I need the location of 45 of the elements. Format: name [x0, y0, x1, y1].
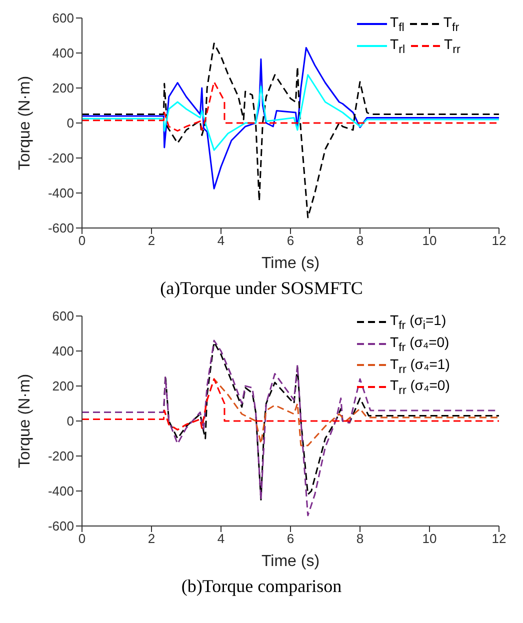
line-series	[82, 378, 499, 430]
x-axis-title: Time (s)	[261, 553, 320, 570]
x-tick-label: 6	[286, 531, 294, 546]
y-tick-label: -200	[48, 448, 74, 464]
y-tick-label: 400	[52, 46, 74, 61]
legend-label: T$_{fr}$	[443, 14, 460, 34]
y-tick-label: 600	[52, 10, 74, 26]
legend-label: T$_{rr}$	[444, 36, 460, 56]
x-axis-title: Time (s)	[261, 255, 320, 272]
x-tick-label: 12	[492, 531, 506, 546]
y-tick-label: 200	[52, 378, 74, 394]
x-tick-label: 0	[78, 233, 86, 248]
x-tick-label: 8	[356, 233, 364, 248]
y-tick-label: 200	[52, 80, 74, 96]
text: (b)Torque comparison	[180, 575, 343, 598]
y-tick-label: 0	[66, 116, 74, 131]
y-tick-label: -400	[48, 484, 74, 499]
x-tick-label: 2	[148, 531, 156, 546]
legend-label: T$_{fl}$	[390, 14, 404, 34]
y-tick-label: 600	[52, 308, 74, 324]
x-tick-label: 8	[356, 531, 364, 546]
legend-label: T$_{fr}$ (σ$_{i}$=1)	[390, 312, 446, 332]
text: (a)Torque under SOSMFTC	[159, 277, 364, 300]
x-tick-label: 0	[78, 531, 86, 546]
x-tick-label: 4	[217, 531, 225, 546]
legend-label: T$_{rr}$ (σ₄=1)	[390, 356, 450, 376]
y-tick-label: -600	[48, 220, 74, 236]
y-tick-label: -200	[48, 150, 74, 166]
y-tick-label: -400	[48, 186, 74, 201]
x-tick-label: 4	[217, 233, 225, 248]
legend-label: T$_{rl}$	[390, 36, 406, 56]
legend-label: T$_{fr}$ (σ₄=0)	[390, 334, 450, 354]
y-tick-label: 400	[52, 344, 74, 359]
x-tick-label: 10	[422, 233, 437, 248]
x-tick-label: 2	[148, 233, 156, 248]
y-axis-title: Torque (N·m)	[16, 374, 34, 468]
y-tick-label: 0	[66, 414, 74, 429]
line-series	[82, 81, 499, 132]
legend-label: T$_{rr}$ (σ₄=0)	[390, 377, 450, 398]
line-series	[82, 74, 499, 151]
y-axis-title: Torque (N·m)	[16, 76, 34, 170]
x-tick-label: 12	[492, 233, 506, 248]
x-tick-label: 10	[422, 531, 437, 546]
x-tick-label: 6	[286, 233, 294, 248]
y-tick-label: -600	[48, 518, 74, 534]
